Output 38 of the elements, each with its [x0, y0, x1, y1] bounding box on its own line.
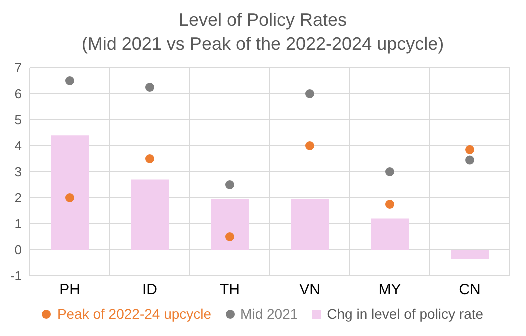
- point: [226, 180, 234, 190]
- point: [466, 145, 474, 154]
- legend-label: Mid 2021: [240, 306, 298, 322]
- y-tick-label: 7: [14, 60, 22, 76]
- legend-label: Peak of 2022-24 upcycle: [56, 306, 212, 322]
- y-tick-label: 5: [14, 112, 22, 128]
- point: [226, 232, 234, 242]
- point: [306, 142, 314, 150]
- y-tick-label: -1: [10, 268, 22, 284]
- legend-label: Chg in level of policy rate: [326, 306, 484, 322]
- x-tick-label: PH: [60, 282, 80, 299]
- y-tick-label: 3: [14, 164, 22, 180]
- bar: [371, 218, 409, 250]
- point: [306, 90, 314, 98]
- point: [146, 154, 154, 164]
- x-tick-label: CN: [459, 282, 481, 299]
- x-tick-label: MY: [378, 282, 402, 299]
- point: [66, 194, 74, 202]
- y-tick-label: 2: [14, 190, 22, 206]
- x-tick-label: TH: [220, 282, 240, 299]
- y-tick-label: 1: [14, 216, 22, 232]
- x-tick-label: VN: [300, 282, 320, 299]
- x-tick-label: ID: [142, 282, 158, 299]
- y-tick-label: 4: [14, 138, 22, 154]
- bar: [291, 199, 329, 250]
- y-tick-label: 6: [14, 86, 22, 102]
- y-tick-label: 0: [14, 242, 22, 258]
- chart-title: Level of Policy Rates: [178, 9, 348, 32]
- bar: [51, 136, 89, 250]
- bar: [451, 250, 489, 260]
- bar: [131, 180, 169, 250]
- point: [66, 76, 74, 86]
- point: [386, 168, 394, 176]
- point: [386, 200, 394, 209]
- point: [146, 83, 154, 92]
- chart-subtitle: (Mid 2021 vs Peak of the 2022-2024 upcycle): [80, 33, 446, 56]
- bar: [211, 199, 249, 250]
- point: [466, 156, 474, 165]
